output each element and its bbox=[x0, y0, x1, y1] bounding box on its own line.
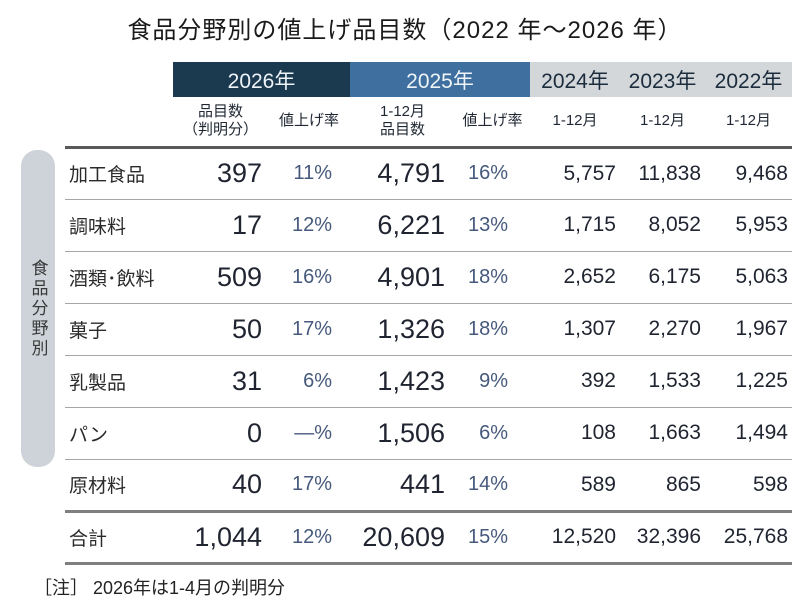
table-row: 乳製品 31 6% 1,423 9% 392 1,533 1,225 bbox=[65, 354, 792, 407]
cell-count-2026: 509 bbox=[173, 250, 268, 303]
cell-count-2023: 1,533 bbox=[620, 354, 705, 407]
row-category: 合計 bbox=[65, 509, 173, 565]
cell-count-2022: 1,967 bbox=[705, 302, 792, 355]
year-header-row: 2026年 2025年 2024年 2023年 2022年 bbox=[65, 62, 792, 97]
cell-count-2023: 8,052 bbox=[620, 198, 705, 251]
table-row: 原材料 40 17% 441 14% 589 865 598 bbox=[65, 458, 792, 511]
cell-count-2022: 598 bbox=[705, 458, 792, 511]
cell-rate-2026: 11% bbox=[268, 145, 350, 199]
row-category: 原材料 bbox=[65, 458, 173, 511]
cell-count-2023: 6,175 bbox=[620, 250, 705, 303]
subheader-months-2022: 1-12月 bbox=[725, 112, 772, 130]
cell-rate-2025: 18% bbox=[455, 250, 530, 303]
subheader-months-2024: 1-12月 bbox=[552, 112, 598, 130]
cell-rate-2025: 13% bbox=[455, 198, 530, 251]
year-header-2023: 2023年 bbox=[620, 62, 705, 97]
cell-count-2025: 6,221 bbox=[350, 198, 455, 251]
cell-rate-2026: 12% bbox=[268, 509, 350, 565]
table-row: 加工食品 397 11% 4,791 16% 5,757 11,838 9,46… bbox=[65, 145, 792, 199]
cell-count-2022: 5,063 bbox=[705, 250, 792, 303]
cell-count-2026: 50 bbox=[173, 302, 268, 355]
cell-count-2024: 108 bbox=[530, 406, 620, 459]
row-category: 調味料 bbox=[65, 198, 173, 251]
cell-count-2023: 2,270 bbox=[620, 302, 705, 355]
cell-rate-2026: —% bbox=[268, 406, 350, 459]
footnote: ［注］ 2026年は1-4月の判明分 bbox=[34, 578, 286, 598]
page-title: 食品分野別の値上げ品目数（2022 年～2026 年） bbox=[127, 17, 683, 44]
cell-count-2025: 4,901 bbox=[350, 250, 455, 303]
cell-rate-2026: 12% bbox=[268, 198, 350, 251]
cell-rate-2026: 16% bbox=[268, 250, 350, 303]
cell-count-2024: 5,757 bbox=[530, 145, 620, 199]
cell-rate-2026: 17% bbox=[268, 458, 350, 511]
cell-count-2024: 12,520 bbox=[530, 509, 620, 565]
cell-count-2023: 1,663 bbox=[620, 406, 705, 459]
row-category: 乳製品 bbox=[65, 354, 173, 407]
category-axis-label-bar: 食品分野別 bbox=[21, 150, 55, 467]
subheader-spacer bbox=[65, 97, 173, 147]
cell-rate-2026: 17% bbox=[268, 302, 350, 355]
cell-count-2026: 397 bbox=[173, 145, 268, 199]
table-row: 調味料 17 12% 6,221 13% 1,715 8,052 5,953 bbox=[65, 198, 792, 251]
table-row: 酒類･飲料 509 16% 4,901 18% 2,652 6,175 5,06… bbox=[65, 250, 792, 303]
row-category: パン bbox=[65, 406, 173, 459]
cell-rate-2025: 9% bbox=[455, 354, 530, 407]
row-category: 加工食品 bbox=[65, 145, 173, 199]
subheader-rate-2025: 値上げ率 bbox=[462, 112, 523, 130]
cell-rate-2025: 18% bbox=[455, 302, 530, 355]
cell-count-2026: 17 bbox=[173, 198, 268, 251]
cell-count-2025: 1,506 bbox=[350, 406, 455, 459]
subheader-count-2026: 品目数 （判明分） bbox=[182, 103, 258, 139]
cell-count-2022: 9,468 bbox=[705, 145, 792, 199]
subheader-rate-2026: 値上げ率 bbox=[278, 112, 339, 130]
table-row: パン 0 —% 1,506 6% 108 1,663 1,494 bbox=[65, 406, 792, 459]
table-row-total: 合計 1,044 12% 20,609 15% 12,520 32,396 25… bbox=[65, 509, 792, 565]
category-axis-label: 食品分野別 bbox=[28, 258, 48, 359]
cell-count-2023: 11,838 bbox=[620, 145, 705, 199]
year-header-2025: 2025年 bbox=[350, 62, 530, 97]
year-header-spacer bbox=[65, 62, 173, 97]
cell-count-2023: 32,396 bbox=[620, 509, 705, 565]
cell-count-2025: 441 bbox=[350, 458, 455, 511]
cell-count-2022: 5,953 bbox=[705, 198, 792, 251]
cell-count-2022: 25,768 bbox=[705, 509, 792, 565]
cell-count-2022: 1,225 bbox=[705, 354, 792, 407]
subheader-count-2025: 1-12月 品目数 bbox=[379, 103, 426, 139]
row-category: 菓子 bbox=[65, 302, 173, 355]
cell-count-2024: 1,307 bbox=[530, 302, 620, 355]
table-row: 菓子 50 17% 1,326 18% 1,307 2,270 1,967 bbox=[65, 302, 792, 355]
cell-count-2023: 865 bbox=[620, 458, 705, 511]
cell-rate-2026: 6% bbox=[268, 354, 350, 407]
year-header-2022: 2022年 bbox=[705, 62, 792, 97]
year-header-2026: 2026年 bbox=[173, 62, 350, 97]
cell-rate-2025: 14% bbox=[455, 458, 530, 511]
year-header-2024: 2024年 bbox=[530, 62, 620, 97]
cell-count-2025: 20,609 bbox=[350, 509, 455, 565]
cell-count-2026: 1,044 bbox=[173, 509, 268, 565]
cell-rate-2025: 16% bbox=[455, 145, 530, 199]
cell-count-2026: 0 bbox=[173, 406, 268, 459]
cell-count-2025: 4,791 bbox=[350, 145, 455, 199]
cell-count-2024: 2,652 bbox=[530, 250, 620, 303]
cell-count-2024: 589 bbox=[530, 458, 620, 511]
cell-rate-2025: 6% bbox=[455, 406, 530, 459]
subcolumn-header-row: 品目数 （判明分） 値上げ率 1-12月 品目数 値上げ率 1-12月 1-12… bbox=[65, 97, 792, 147]
cell-count-2024: 392 bbox=[530, 354, 620, 407]
cell-count-2026: 31 bbox=[173, 354, 268, 407]
cell-count-2025: 1,423 bbox=[350, 354, 455, 407]
price-increase-table: 2026年 2025年 2024年 2023年 2022年 品目数 （判明分） … bbox=[65, 62, 792, 565]
row-category: 酒類･飲料 bbox=[65, 250, 173, 303]
cell-rate-2025: 15% bbox=[455, 509, 530, 565]
cell-count-2024: 1,715 bbox=[530, 198, 620, 251]
cell-count-2022: 1,494 bbox=[705, 406, 792, 459]
cell-count-2026: 40 bbox=[173, 458, 268, 511]
subheader-months-2023: 1-12月 bbox=[639, 112, 686, 130]
cell-count-2025: 1,326 bbox=[350, 302, 455, 355]
